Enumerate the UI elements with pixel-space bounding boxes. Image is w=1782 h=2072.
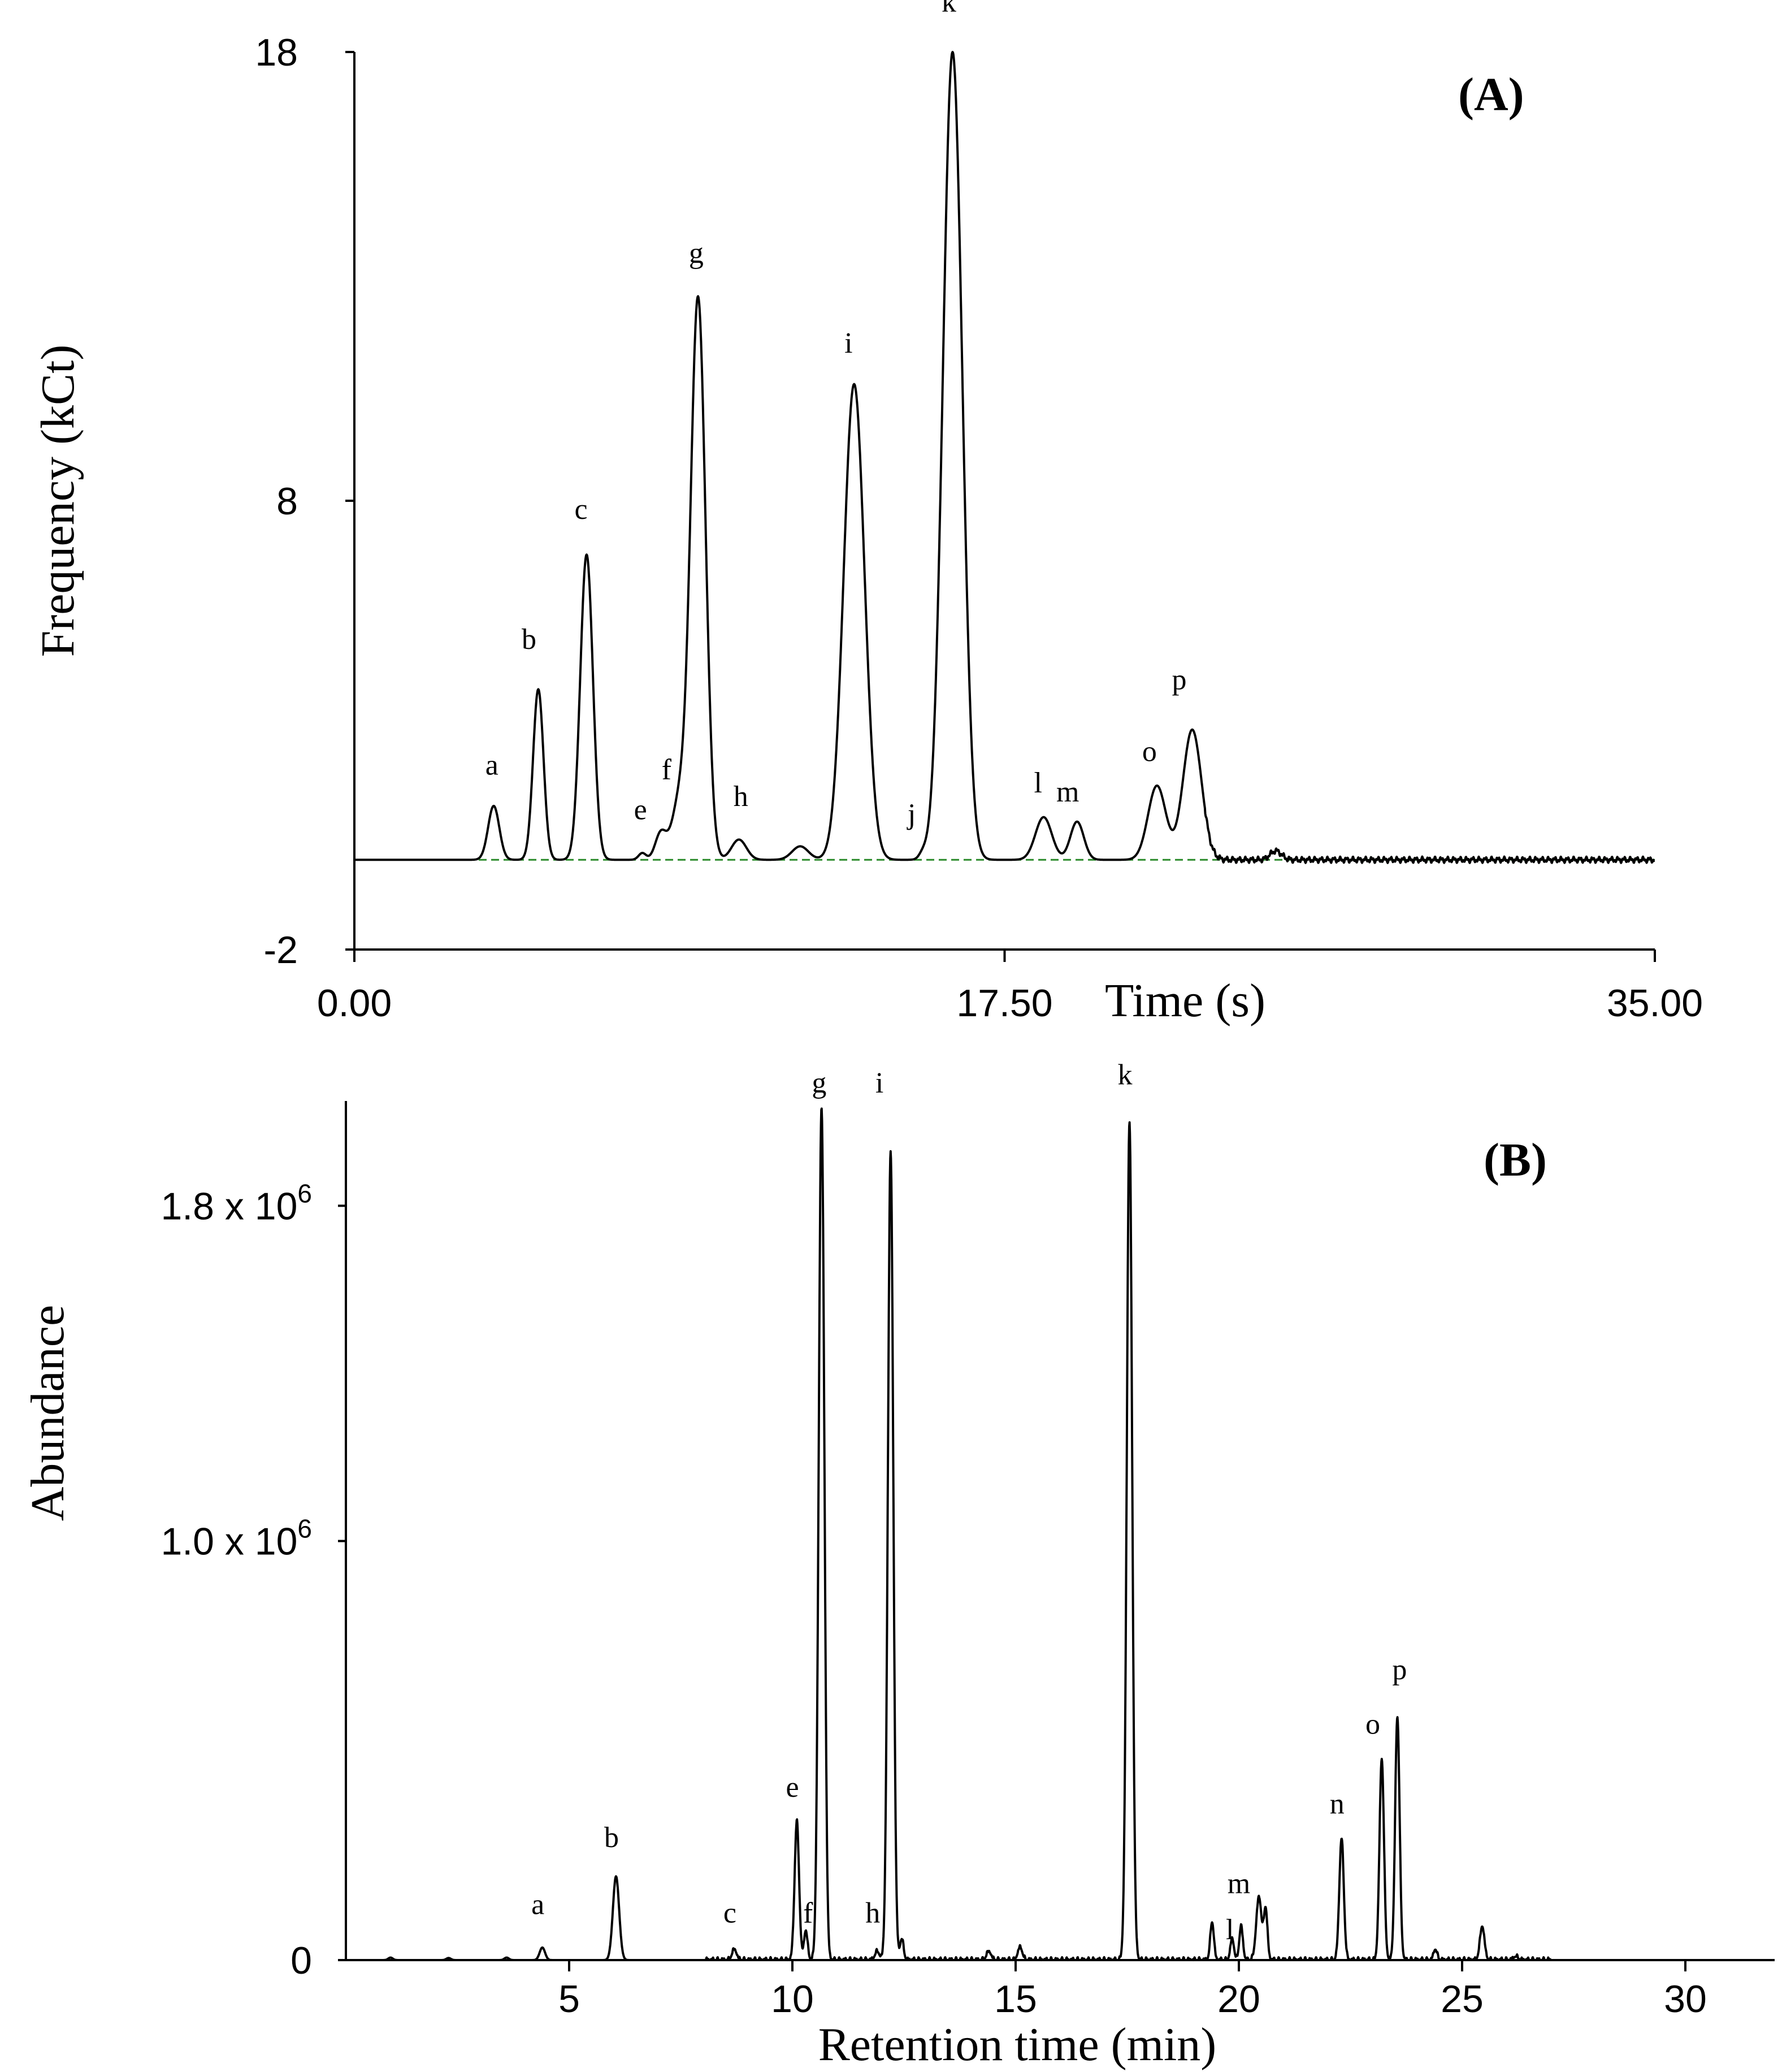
panel-b-peak-label-k: k (1118, 1059, 1133, 1091)
panel-a-peak-label-h: h (734, 781, 748, 813)
panel-a-peak-label-l: l (1034, 767, 1042, 799)
panel-b-peak-label-b: b (604, 1822, 619, 1854)
panel-b-peak-label-l: l (1226, 1914, 1234, 1946)
panel-b-peak-label-o: o (1365, 1709, 1380, 1741)
panel-b-peak-label-i: i (875, 1067, 883, 1099)
panel-a-y-tick-label: 8 (276, 480, 298, 523)
panel-b-peak-label-a: a (531, 1888, 544, 1921)
panel-b-x-tick-label: 20 (1217, 1978, 1260, 2021)
panel-b-peak-label-m: m (1228, 1867, 1250, 1900)
panel-a-peak-label-p: p (1172, 664, 1186, 696)
panel-b-x-tick-label: 25 (1441, 1978, 1484, 2021)
panel-a-y-axis-title: Frequency (kCt) (32, 345, 84, 657)
panel-b-chart: 5 10 15 20 25 30 1.8 x 106 1.0 x 106 0 a b c e f g h i k… (21, 1059, 1775, 2071)
panel-a-peak-label-i: i (844, 327, 852, 359)
panel-b-y-axis-title: Abundance (21, 1305, 74, 1522)
panel-b-y-tick-label: 0 (291, 1939, 312, 1982)
panel-a-x-axis-title: Time (s) (1105, 974, 1265, 1027)
panel-b-y-tick-label: 1.0 x 106 (161, 1514, 312, 1563)
panel-b-x-axis-title: Retention time (min) (818, 2018, 1217, 2071)
panel-a-peak-label-k: k (942, 0, 956, 19)
panel-b-peak-label-h: h (865, 1897, 880, 1929)
panel-a-label: (A) (1458, 68, 1524, 121)
panel-a-y-tick-label: 18 (255, 31, 298, 74)
panel-b-trace (380, 1107, 1709, 1961)
panel-a-peak-label-m: m (1056, 776, 1079, 808)
panel-b-peak-label-e: e (786, 1771, 799, 1804)
panel-b-peak-label-p: p (1392, 1654, 1407, 1686)
panel-b-peak-label-g: g (812, 1067, 826, 1099)
panel-a-peak-label-o: o (1142, 736, 1157, 768)
panel-a-trace (353, 51, 1655, 864)
panel-b-peak-label-c: c (723, 1897, 736, 1929)
panel-b-y-tick-label: 1.8 x 106 (161, 1178, 312, 1228)
panel-b-x-tick-label: 5 (558, 1978, 580, 2021)
panel-a-peak-label-g: g (689, 237, 704, 270)
panel-a-x-tick-label: 17.50 (956, 982, 1052, 1025)
panel-b-peak-label-n: n (1330, 1788, 1345, 1820)
panel-a-peak-label-c: c (574, 493, 587, 526)
panel-b-x-tick-label: 15 (994, 1978, 1037, 2021)
panel-a-chart: 18 8 -2 0.00 17.50 35.00 a b c ef g h i j k l m o p (A) T… (32, 0, 1703, 1027)
panel-b-x-tick-label: 30 (1664, 1978, 1707, 2021)
panel-a-peak-label-e: e (634, 794, 647, 826)
panel-a-peak-label-a: a (485, 749, 498, 781)
panel-a-x-tick-label: 0.00 (317, 982, 392, 1025)
panel-b-peak-label-f: f (803, 1897, 813, 1929)
panel-a-peak-label-b: b (522, 623, 536, 656)
panel-b-label: (B) (1484, 1134, 1547, 1186)
panel-a-y-tick-label: -2 (264, 929, 298, 972)
panel-b-x-tick-label: 10 (771, 1978, 814, 2021)
panel-a-x-tick-label: 35.00 (1607, 982, 1703, 1025)
panel-a-peak-label-j: j (907, 799, 916, 831)
panel-a-peak-label-f: f (662, 753, 672, 786)
